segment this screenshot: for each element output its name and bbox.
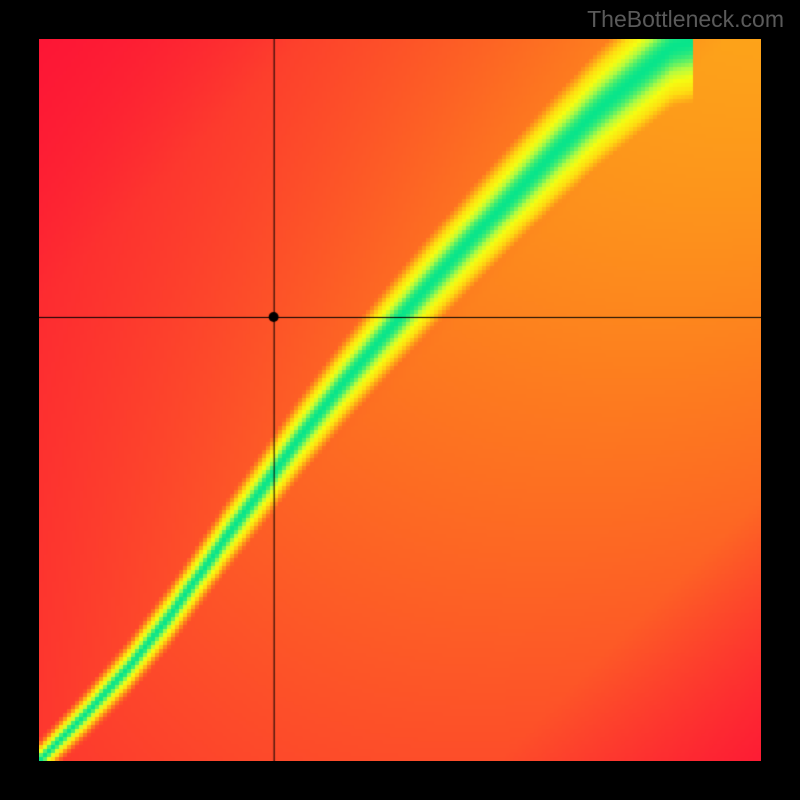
watermark-text: TheBottleneck.com xyxy=(587,6,784,33)
bottleneck-heatmap xyxy=(39,39,761,761)
page-container: TheBottleneck.com xyxy=(0,0,800,800)
